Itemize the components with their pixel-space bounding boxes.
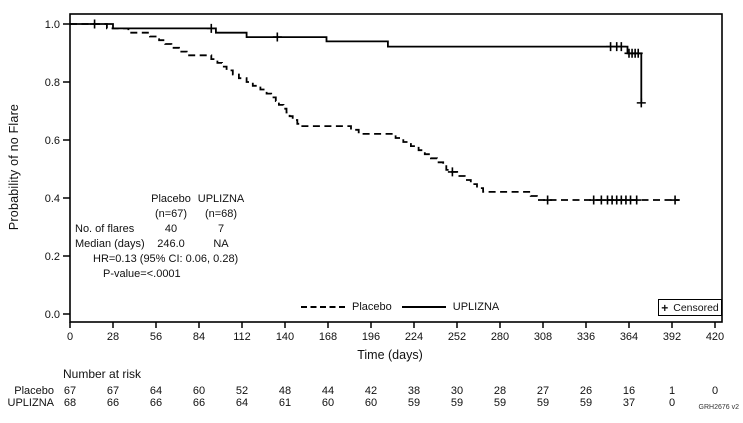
risk-value-placebo: 48 <box>278 385 292 397</box>
placebo-censor-mark <box>589 195 599 205</box>
risk-value-uplizna: 0 <box>668 397 676 409</box>
uplizna-censor-mark <box>636 98 646 108</box>
x-tick-label: 84 <box>193 331 205 343</box>
risk-row-label-uplizna: UPLIZNA <box>7 397 54 409</box>
risk-value-placebo: 64 <box>149 385 163 397</box>
stats-n-placebo: (n=67) <box>154 208 188 220</box>
legend-uplizna-label: UPLIZNA <box>452 301 500 313</box>
risk-value-uplizna: 59 <box>536 397 550 409</box>
stats-median-uplizna: NA <box>213 238 229 250</box>
uplizna-censor-mark <box>616 42 626 52</box>
x-tick-label: 0 <box>67 331 73 343</box>
risk-value-placebo: 38 <box>407 385 421 397</box>
plot-border <box>69 13 723 323</box>
risk-value-uplizna: 66 <box>106 397 120 409</box>
y-tick-label: 1.0 <box>45 19 60 31</box>
x-tick-label: 308 <box>534 331 552 343</box>
placebo-curve <box>70 23 680 201</box>
risk-value-placebo: 27 <box>536 385 550 397</box>
x-tick-label: 112 <box>233 331 251 343</box>
uplizna-line-sample <box>401 306 446 308</box>
censored-label: Censored <box>673 301 719 314</box>
stats-header-spacer <box>75 192 145 207</box>
risk-value-uplizna: 60 <box>364 397 378 409</box>
stats-row-flares-label: No. of flares <box>75 223 135 235</box>
x-tick-label: 28 <box>107 331 119 343</box>
legend-placebo-label: Placebo <box>352 301 392 313</box>
hazard-ratio-text: HR=0.13 (95% CI: 0.06, 0.28) <box>93 253 239 265</box>
stats-table: Placebo UPLIZNA (n=67) (n=68) No. of fla… <box>75 192 245 252</box>
risk-value-uplizna: 37 <box>622 397 636 409</box>
stats-header-uplizna: UPLIZNA <box>197 193 245 205</box>
risk-value-uplizna: 59 <box>579 397 593 409</box>
stats-subheader-spacer <box>75 207 145 222</box>
p-value-text: P-value=<.0001 <box>103 268 181 280</box>
risk-value-placebo: 26 <box>579 385 593 397</box>
x-tick-label: 392 <box>663 331 681 343</box>
censored-plus-icon: + <box>661 300 669 315</box>
x-tick-label: 364 <box>620 331 638 343</box>
risk-value-uplizna: 64 <box>235 397 249 409</box>
y-tick-label: 0.4 <box>45 193 60 205</box>
y-tick-label: 0.8 <box>45 77 60 89</box>
uplizna-censor-mark <box>206 23 216 33</box>
uplizna-censor-mark <box>272 32 282 42</box>
risk-value-placebo: 28 <box>493 385 507 397</box>
risk-value-placebo: 30 <box>450 385 464 397</box>
risk-value-placebo: 42 <box>364 385 378 397</box>
x-axis-title: Time (days) <box>357 348 423 362</box>
placebo-censor-mark <box>632 195 642 205</box>
y-axis-title: Probability of no Flare <box>7 103 21 231</box>
risk-value-placebo: 16 <box>622 385 636 397</box>
x-tick-label: 140 <box>276 331 294 343</box>
stats-flares-uplizna: 7 <box>217 223 225 235</box>
stats-row-median-label: Median (days) <box>75 238 145 250</box>
risk-value-uplizna: 59 <box>407 397 421 409</box>
series-legend: Placebo UPLIZNA <box>301 300 509 314</box>
risk-value-placebo: 67 <box>63 385 77 397</box>
stats-header-placebo: Placebo <box>151 193 191 205</box>
placebo-censor-mark <box>543 195 553 205</box>
risk-value-uplizna: 66 <box>192 397 206 409</box>
placebo-line-sample <box>301 306 345 308</box>
stats-median-placebo: 246.0 <box>157 238 185 250</box>
risk-value-uplizna: 59 <box>493 397 507 409</box>
uplizna-curve <box>70 23 643 103</box>
risk-row-label-placebo: Placebo <box>14 385 54 397</box>
stats-n-uplizna: (n=68) <box>204 208 238 220</box>
risk-value-uplizna: 59 <box>450 397 464 409</box>
risk-value-uplizna: 68 <box>63 397 77 409</box>
risk-value-uplizna: 61 <box>278 397 292 409</box>
uplizna-censor-mark <box>90 19 100 29</box>
y-tick-label: 0.2 <box>45 251 60 263</box>
figure-watermark: GRH2676 v2 <box>698 404 739 411</box>
placebo-censor-mark <box>447 167 457 177</box>
x-tick-label: 224 <box>405 331 423 343</box>
y-tick-label: 0.0 <box>45 309 60 321</box>
risk-value-placebo: 44 <box>321 385 335 397</box>
x-tick-label: 252 <box>448 331 466 343</box>
censored-legend-box: + Censored <box>658 299 722 316</box>
number-at-risk-title: Number at risk <box>63 367 142 381</box>
uplizna-censor-mark <box>633 48 643 58</box>
risk-value-uplizna: 66 <box>149 397 163 409</box>
risk-value-placebo: 1 <box>668 385 676 397</box>
x-tick-label: 420 <box>706 331 724 343</box>
risk-value-uplizna: 60 <box>321 397 335 409</box>
x-tick-label: 196 <box>362 331 380 343</box>
x-tick-label: 280 <box>491 331 509 343</box>
stats-annotation: Placebo UPLIZNA (n=67) (n=68) No. of fla… <box>75 192 245 282</box>
x-tick-label: 336 <box>577 331 595 343</box>
placebo-censor-mark <box>670 195 680 205</box>
stats-flares-placebo: 40 <box>164 223 178 235</box>
risk-value-placebo: 67 <box>106 385 120 397</box>
risk-value-placebo: 60 <box>192 385 206 397</box>
y-tick-label: 0.6 <box>45 135 60 147</box>
x-tick-label: 168 <box>319 331 337 343</box>
risk-value-placebo: 0 <box>711 385 719 397</box>
risk-value-placebo: 52 <box>235 385 249 397</box>
x-tick-label: 56 <box>150 331 162 343</box>
